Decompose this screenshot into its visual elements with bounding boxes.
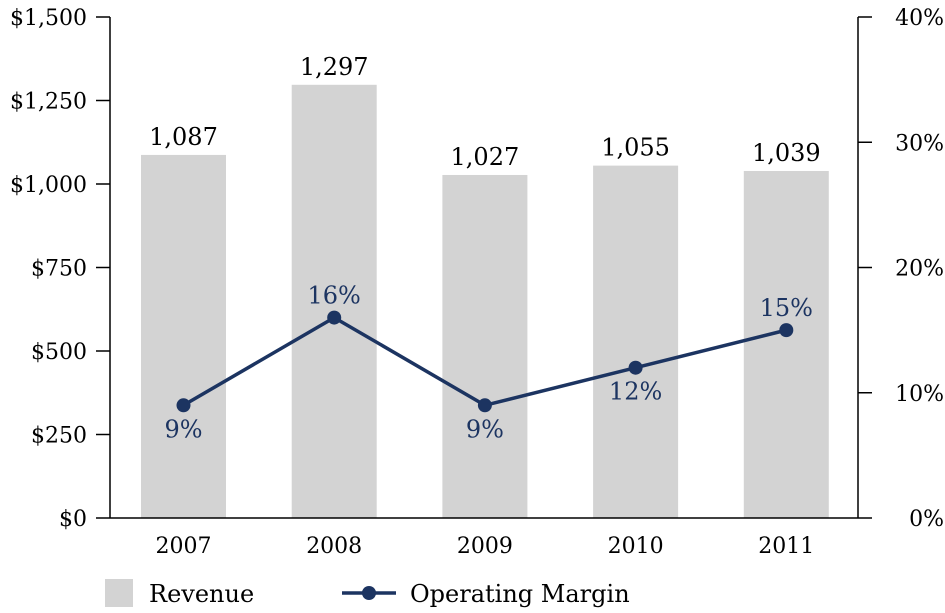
right-tick-label: 30% <box>895 131 944 156</box>
left-tick-label: $250 <box>31 424 87 449</box>
left-tick-label: $750 <box>31 257 87 282</box>
revenue-bar-2007 <box>141 154 226 518</box>
legend-revenue-swatch <box>105 579 133 607</box>
left-tick-label: $1,000 <box>10 173 87 198</box>
legend-revenue-label: Revenue <box>149 580 254 608</box>
margin-point-2009 <box>477 398 492 413</box>
margin-label-2010: 12% <box>609 378 662 406</box>
revenue-bar-2011 <box>743 170 829 518</box>
revenue-label-2007: 1,087 <box>149 123 218 151</box>
margin-label-2007: 9% <box>164 415 202 443</box>
revenue-label-2010: 1,055 <box>601 134 670 162</box>
legend-margin-label: Operating Margin <box>410 580 630 608</box>
margin-label-2009: 9% <box>466 415 504 443</box>
left-tick-label: $1,500 <box>10 6 87 31</box>
margin-point-2011 <box>779 323 794 338</box>
revenue-bar-2008 <box>291 84 377 518</box>
left-tick-label: $0 <box>59 507 87 532</box>
margin-point-2008 <box>327 310 342 325</box>
x-tick-label: 2010 <box>608 534 664 559</box>
right-tick-label: 20% <box>895 257 944 282</box>
legend-margin-marker <box>362 586 376 600</box>
right-tick-label: 0% <box>909 507 944 532</box>
x-tick-label: 2008 <box>306 534 362 559</box>
left-tick-label: $500 <box>31 340 87 365</box>
x-tick-label: 2011 <box>758 534 814 559</box>
revenue-label-2011: 1,039 <box>752 139 821 167</box>
legend: Revenue Operating Margin <box>105 579 630 608</box>
revenue-label-2009: 1,027 <box>451 143 520 171</box>
x-tick-label: 2009 <box>457 534 513 559</box>
x-tick-label: 2007 <box>156 534 212 559</box>
revenue-label-2008: 1,297 <box>300 53 369 81</box>
margin-point-2007 <box>176 398 191 413</box>
margin-point-2010 <box>628 360 643 375</box>
left-tick-label: $1,250 <box>10 90 87 115</box>
right-tick-label: 10% <box>895 382 944 407</box>
margin-label-2008: 16% <box>308 282 361 310</box>
revenue-bar-2010 <box>593 165 679 518</box>
revenue-bar-2009 <box>442 174 528 518</box>
margin-label-2011: 15% <box>760 294 813 322</box>
right-tick-label: 40% <box>895 6 944 31</box>
